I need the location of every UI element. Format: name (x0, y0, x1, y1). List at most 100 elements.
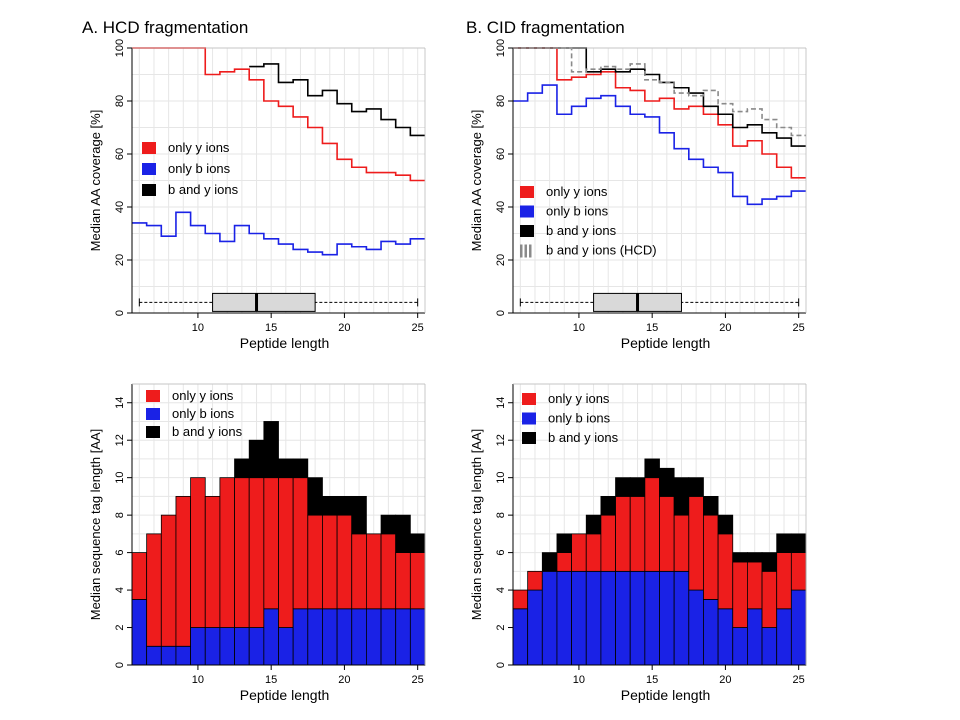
legend-swatch (146, 408, 160, 420)
bar-segment-only-y-ions (307, 514, 323, 610)
bar-segment-b-and-y-ions (556, 533, 573, 553)
bar-segment-only-b-ions (190, 627, 206, 666)
bar-segment-b-and-y-ions (395, 514, 411, 554)
bar-segment-b-and-y-ions (703, 495, 719, 516)
bar-segment-only-b-ions (776, 608, 792, 666)
bar-segment-only-b-ions (234, 627, 250, 666)
bar-segment-only-b-ions (248, 627, 265, 666)
bar-segment-only-y-ions (263, 477, 279, 610)
legend-swatch (520, 186, 534, 198)
bar-segment-only-b-ions (336, 608, 353, 666)
bar-segment-only-y-ions (732, 561, 748, 628)
bar-segment-only-y-ions (615, 495, 631, 572)
bar-segment-only-b-ions (131, 599, 148, 666)
series-line-only-b-ions (132, 211, 425, 256)
bar-segment-only-b-ions (160, 645, 177, 666)
bar-segment-only-b-ions (322, 608, 338, 666)
bar-segment-only-b-ions (365, 608, 382, 666)
bar-segment-b-and-y-ions (322, 495, 338, 516)
panel-a-title: A. HCD fragmentation (82, 18, 248, 37)
legend-swatch (142, 142, 156, 154)
x-tick-label: 25 (412, 322, 424, 334)
legend-label: only b ions (546, 204, 609, 219)
x-axis-title: Peptide length (240, 335, 330, 351)
x-tick-label: 10 (573, 674, 585, 686)
legend-label: b and y ions (546, 223, 617, 238)
bar-segment-only-y-ions (571, 533, 587, 572)
bar-segment-only-b-ions (512, 608, 529, 666)
bar-segment-b-and-y-ions (761, 552, 778, 572)
series-line-only-b-ions (513, 84, 806, 206)
series-line-only-y-ions (132, 47, 425, 182)
bar-segment-b-and-y-ions (615, 477, 631, 497)
y-tick-label: 6 (114, 550, 126, 556)
bar-segment-only-b-ions (395, 608, 411, 666)
y-tick-label: 8 (114, 512, 126, 518)
bar-segment-only-y-ions (248, 477, 265, 628)
bar-segment-only-y-ions (146, 533, 162, 647)
y-tick-label: 20 (114, 254, 126, 266)
bar-segment-only-y-ions (219, 477, 235, 628)
legend-swatch (522, 393, 536, 405)
bar-segment-b-and-y-ions (380, 514, 397, 535)
hcd-coverage-chart: 0 20 40 60 80 100 10 15 20 25 Peptide length Median… (88, 39, 426, 351)
legend-label: only y ions (546, 184, 608, 199)
bar-segment-only-y-ions (790, 552, 807, 591)
bar-segment-b-and-y-ions (307, 477, 323, 516)
legend-label: only y ions (172, 388, 234, 403)
bar-segment-only-b-ions (717, 608, 734, 666)
legend-label: b and y ions (HCD) (546, 243, 657, 258)
hcd-tag-length-chart: 0 2 4 6 8 10 12 14 10 15 20 25 Peptide length Median … (88, 383, 426, 703)
bar-segment-only-b-ions (644, 570, 660, 666)
legend-swatch-dashed (524, 244, 527, 258)
y-axis-title: Median AA coverage [%] (88, 110, 103, 252)
bar-segment-only-b-ions (219, 627, 235, 666)
bar-segment-b-and-y-ions (351, 495, 367, 535)
x-tick-label: 20 (338, 674, 350, 686)
bar-segment-b-and-y-ions (629, 477, 646, 497)
x-tick-label: 10 (573, 322, 585, 334)
bar-segment-b-and-y-ions (732, 552, 748, 563)
y-tick-label: 2 (495, 624, 507, 630)
bar-segment-only-b-ions (541, 570, 558, 666)
bar-segment-only-b-ions (703, 599, 719, 666)
bar-segment-only-b-ions (790, 589, 807, 666)
bar-segment-only-b-ions (673, 570, 690, 666)
bar-segment-only-y-ions (351, 533, 367, 610)
y-tick-label: 100 (495, 39, 507, 57)
y-tick-label: 20 (495, 254, 507, 266)
bar-segment-b-and-y-ions (747, 552, 763, 563)
x-tick-label: 20 (719, 674, 731, 686)
bar-segment-only-y-ions (673, 514, 690, 572)
y-tick-label: 40 (114, 201, 126, 213)
bar-segment-b-and-y-ions (585, 514, 602, 535)
bar-segment-b-and-y-ions (673, 477, 690, 516)
y-axis-title: Median sequence tag length [AA] (469, 429, 484, 621)
bar-segment-b-and-y-ions (248, 439, 265, 479)
bar-segment-only-y-ions (204, 495, 221, 628)
x-tick-label: 15 (265, 322, 277, 334)
bar-segment-only-b-ions (688, 589, 704, 666)
bar-segment-b-and-y-ions (263, 421, 279, 479)
bar-segment-only-y-ions (644, 477, 660, 572)
bar-segment-b-and-y-ions (278, 458, 294, 479)
legend-label: only b ions (168, 161, 231, 176)
bar-segment-only-y-ions (703, 514, 719, 600)
y-tick-label: 0 (114, 310, 126, 316)
bar-segment-only-y-ions (365, 533, 382, 610)
bar-segment-only-y-ions (688, 495, 704, 591)
bar-segment-only-y-ions (278, 477, 294, 628)
legend-swatch (520, 225, 534, 237)
x-tick-label: 15 (646, 322, 658, 334)
bar-segment-b-and-y-ions (600, 495, 616, 516)
x-axis-title: Peptide length (621, 687, 711, 703)
bar-segment-only-y-ions (175, 495, 191, 647)
y-tick-label: 2 (114, 624, 126, 630)
bar-segment-only-b-ions (527, 589, 543, 666)
legend-swatch-dashed (529, 244, 532, 258)
y-tick-label: 14 (495, 397, 507, 409)
legend-swatch (146, 390, 160, 402)
bar-segment-only-b-ions (600, 570, 616, 666)
boxplot-box (212, 292, 316, 312)
bar-segment-only-b-ions (263, 608, 279, 666)
